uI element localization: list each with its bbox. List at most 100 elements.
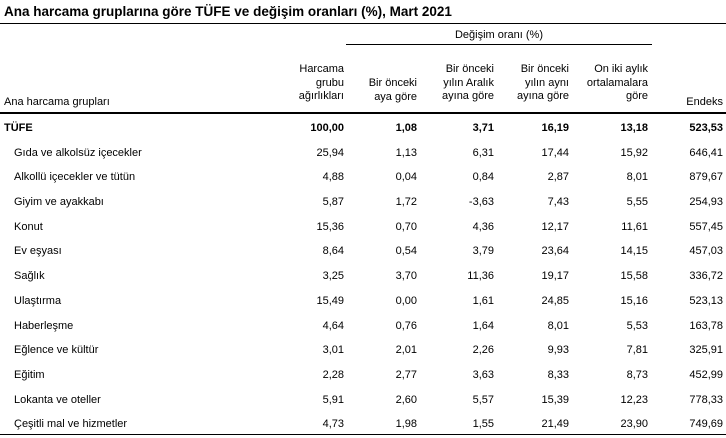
table-row: Gıda ve alkolsüz içecekler 25,94 1,13 6,… [0,142,726,167]
row-name: Konut [14,220,43,233]
change-group-header: Değişim oranı (%) [454,29,544,41]
cell-weight: 25,94 [316,146,344,159]
cell-monthly: 0,00 [395,294,417,307]
cell-ytd: 2,26 [472,344,494,357]
cell-avg12: 12,23 [620,393,648,406]
cell-avg12: 15,92 [620,146,648,159]
row-name: Ev eşyası [14,245,62,258]
cell-avg12: 11,61 [621,220,648,233]
cell-index: 336,72 [689,270,723,283]
cell-ytd: 0,84 [472,171,494,184]
col-header-monthly: Bir önceki aya göre [368,77,417,103]
cell-ytd: -3,63 [468,196,494,209]
cell-index: 879,67 [689,171,723,184]
cell-yoy: 12,17 [541,220,569,233]
cell-avg12: 23,90 [620,418,648,431]
cell-index: 457,03 [689,245,723,258]
cell-index: 325,91 [689,344,723,357]
table-row: Ev eşyası 8,64 0,54 3,79 23,64 14,15 457… [0,240,726,265]
cell-index: 646,41 [689,146,723,159]
cell-ytd: 3,63 [472,368,494,381]
cell-weight: 15,36 [316,220,344,233]
cell-monthly: 1,08 [395,122,417,134]
cell-weight: 100,00 [310,122,344,134]
cell-avg12: 5,53 [626,319,648,332]
table-row: Lokanta ve oteller 5,91 2,60 5,57 15,39 … [0,389,726,414]
cell-weight: 2,28 [322,368,344,381]
row-name: Lokanta ve oteller [14,393,101,406]
cell-ytd: 5,57 [472,393,494,406]
cell-monthly: 0,76 [395,319,417,332]
cell-yoy: 15,39 [541,393,569,406]
table-row: Alkollü içecekler ve tütün 4,88 0,04 0,8… [0,166,726,191]
cell-index: 523,53 [689,122,723,134]
cell-ytd: 3,79 [472,245,494,258]
row-name: Çeşitli mal ve hizmetler [14,418,128,431]
cell-monthly: 1,98 [395,418,417,431]
cell-monthly: 0,54 [395,245,417,258]
cell-yoy: 7,43 [547,196,569,209]
change-group-rule [346,44,652,45]
cell-index: 163,78 [689,319,723,332]
cell-ytd: 6,31 [472,146,494,159]
cell-index: 557,45 [689,220,723,233]
cell-ytd: 11,36 [467,270,494,283]
cell-weight: 15,49 [316,294,344,307]
row-name: Ulaştırma [14,294,62,307]
cell-yoy: 8,01 [547,319,569,332]
cell-weight: 5,91 [322,393,344,406]
col-header-group: Ana harcama grupları [4,96,110,108]
table-row: Çeşitli mal ve hizmetler 4,73 1,98 1,55 … [0,413,726,438]
row-name: Gıda ve alkolsüz içecekler [14,146,142,159]
cell-monthly: 2,60 [395,393,417,406]
cell-avg12: 5,55 [626,196,648,209]
cell-ytd: 1,55 [472,418,494,431]
cell-weight: 3,25 [322,270,344,283]
col-header-yoy: Bir önceki yılın aynı ayına göre [517,63,569,102]
cell-index: 523,13 [689,294,723,307]
cell-monthly: 2,01 [395,344,417,357]
table-row: Konut 15,36 0,70 4,36 12,17 11,61 557,45 [0,216,726,241]
cell-avg12: 15,16 [620,294,648,307]
cell-weight: 5,87 [322,196,344,209]
cell-index: 778,33 [689,393,723,406]
cell-yoy: 8,33 [547,368,569,381]
cell-weight: 4,64 [322,319,344,332]
cell-monthly: 0,70 [395,220,417,233]
top-rule [0,23,726,24]
table-row: Giyim ve ayakkabı 5,87 1,72 -3,63 7,43 5… [0,191,726,216]
cell-avg12: 7,81 [626,344,648,357]
row-name: Eğitim [14,368,45,381]
cell-yoy: 16,19 [541,122,569,134]
cell-ytd: 1,64 [472,319,494,332]
cell-yoy: 2,87 [547,171,569,184]
table-bottom-rule [0,434,726,435]
col-header-index: Endeks [686,96,723,108]
header-bottom-rule [0,112,726,114]
cell-index: 452,99 [689,368,723,381]
table-row: Haberleşme 4,64 0,76 1,64 8,01 5,53 163,… [0,315,726,340]
cell-monthly: 0,04 [395,171,417,184]
cell-weight: 8,64 [322,245,344,258]
table-title: Ana harcama gruplarına göre TÜFE ve deği… [4,4,452,19]
table-row: Eğlence ve kültür 3,01 2,01 2,26 9,93 7,… [0,339,726,364]
table-row: Eğitim 2,28 2,77 3,63 8,33 8,73 452,99 [0,364,726,389]
col-header-weight: Harcama grubu ağırlıkları [298,63,344,102]
cell-weight: 3,01 [322,344,344,357]
table-row: Ulaştırma 15,49 0,00 1,61 24,85 15,16 52… [0,290,726,315]
col-header-ytd: Bir önceki yılın Aralık ayına göre [442,63,494,102]
row-name: Alkollü içecekler ve tütün [14,171,136,184]
row-name: Eğlence ve kültür [14,344,99,357]
row-name: Giyim ve ayakkabı [14,196,104,209]
cell-avg12: 13,18 [620,122,648,134]
cell-ytd: 3,71 [472,122,494,134]
cell-weight: 4,88 [322,171,344,184]
table-body: TÜFE 100,00 1,08 3,71 16,19 13,18 523,53… [0,117,726,438]
cell-ytd: 1,61 [472,294,494,307]
cell-yoy: 23,64 [541,245,569,258]
cell-yoy: 24,85 [541,294,569,307]
row-name: TÜFE [4,122,33,134]
cell-avg12: 14,15 [620,245,648,258]
cell-monthly: 1,72 [395,196,417,209]
cell-index: 254,93 [689,196,723,209]
